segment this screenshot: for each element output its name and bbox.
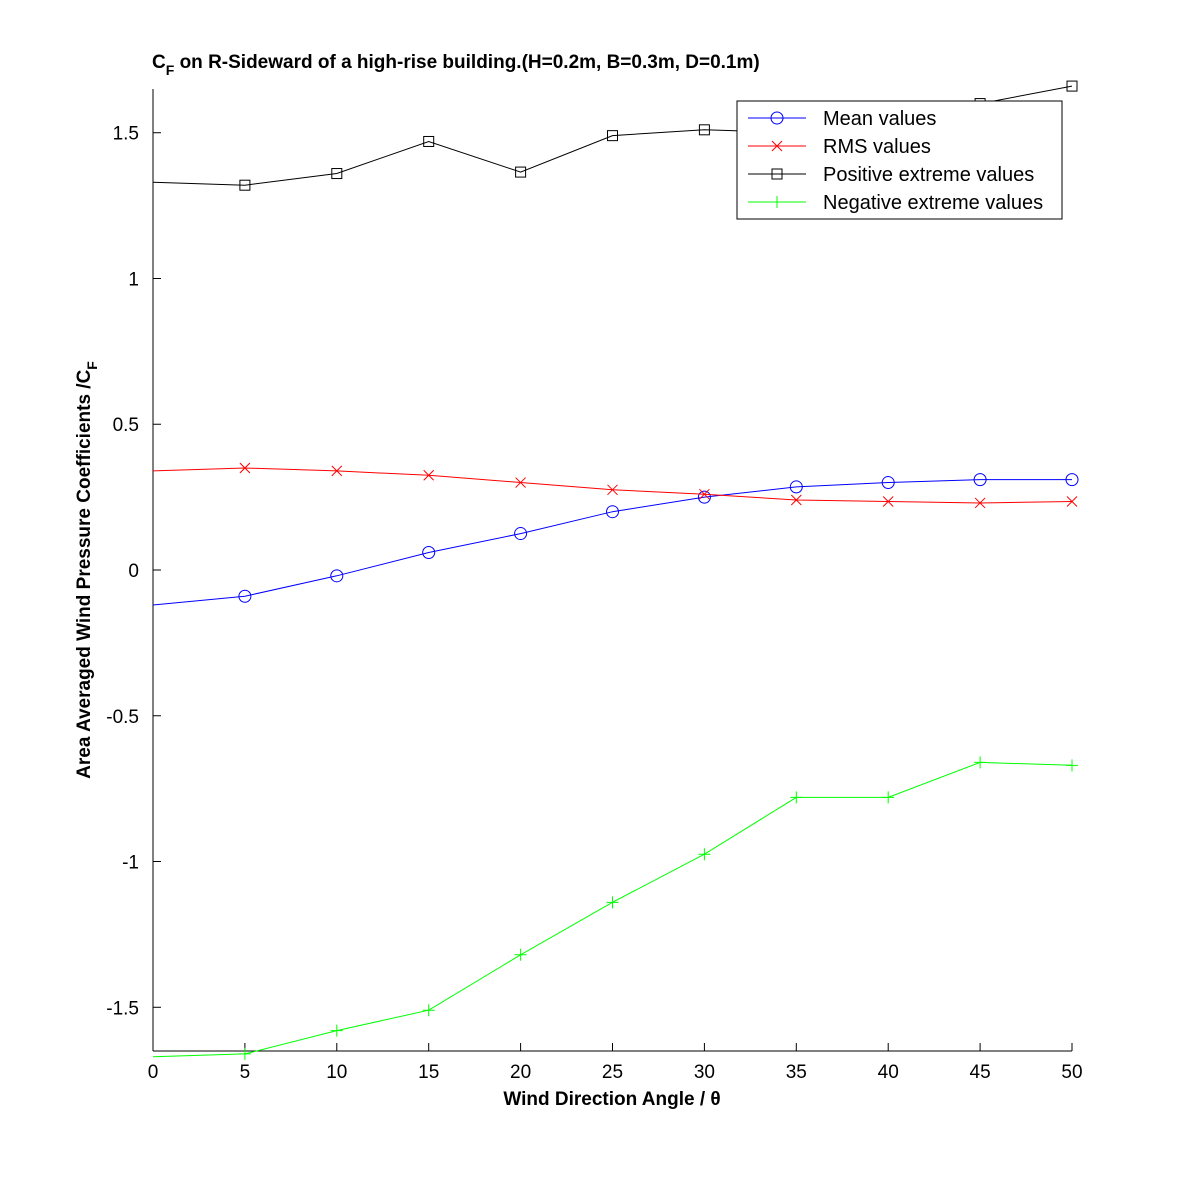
data-point — [607, 484, 618, 496]
data-point — [973, 473, 987, 487]
data-point — [1066, 759, 1078, 772]
x-tick-label: 40 — [878, 1062, 899, 1083]
x-tick-label: 20 — [510, 1062, 531, 1083]
x-tick-label: 50 — [1061, 1062, 1082, 1083]
series-plus-group — [152, 756, 1078, 1060]
x-tick-label: 15 — [418, 1062, 439, 1083]
x-tick-label: 25 — [602, 1062, 623, 1083]
data-point — [331, 168, 343, 180]
data-point — [698, 848, 711, 861]
data-point — [606, 896, 619, 909]
data-point — [331, 465, 343, 477]
legend-label: Positive extreme values — [823, 164, 1034, 186]
legend-marker — [771, 140, 783, 152]
legend-box — [736, 100, 1063, 220]
x-ticks: 0 5 10 15 20 25 30 35 40 45 50 — [148, 1043, 1083, 1083]
data-point — [607, 130, 618, 142]
data-point — [790, 791, 803, 804]
data-point — [790, 494, 802, 506]
data-point — [882, 496, 894, 507]
data-point — [239, 462, 251, 474]
y-axis-label-main: Area Averaged Wind Pressure Coefficients… — [74, 369, 95, 778]
y-tick-label: 1 — [128, 269, 139, 290]
x-tick-label: 0 — [148, 1062, 159, 1083]
y-tick-label: -1 — [122, 853, 139, 874]
data-point — [515, 166, 527, 178]
y-ticks: -1.5 -1 -0.5 0 0.5 1 1.5 — [106, 124, 161, 1019]
data-point — [422, 1004, 435, 1017]
x-axis-label: Wind Direction Angle / θ — [503, 1089, 720, 1110]
legend-marker — [770, 111, 784, 125]
data-point — [974, 756, 987, 769]
data-point — [606, 505, 619, 519]
data-point — [330, 569, 344, 583]
data-point — [699, 488, 710, 500]
legend-entry: RMS values — [748, 136, 931, 158]
chart-title-subscript: F — [166, 62, 175, 78]
x-tick-label: 30 — [694, 1062, 715, 1083]
legend-marker — [771, 168, 783, 180]
legend-label: Mean values — [823, 108, 936, 130]
series-x-group — [152, 462, 1078, 509]
data-point — [974, 497, 986, 509]
data-point — [697, 490, 711, 504]
x-tick-label: 35 — [786, 1062, 807, 1083]
data-point — [881, 476, 895, 490]
y-tick-label: -1.5 — [106, 998, 139, 1019]
legend-label: Negative extreme values — [823, 192, 1043, 214]
legend-entry: Mean values — [748, 108, 936, 130]
data-point — [882, 791, 895, 804]
data-point — [515, 477, 526, 488]
data-point — [514, 527, 528, 541]
y-tick-label: 1.5 — [113, 124, 139, 145]
data-point — [422, 546, 436, 560]
x-tick-label: 10 — [326, 1062, 347, 1083]
y-tick-label: 0.5 — [113, 415, 139, 436]
legend-label: RMS values — [823, 136, 931, 158]
y-axis-label: Area Averaged Wind Pressure Coefficients… — [74, 361, 100, 779]
data-point — [514, 948, 527, 961]
chart-title: CF on R-Sideward of a high-rise building… — [152, 52, 760, 78]
data-point — [423, 135, 435, 147]
y-tick-label: -0.5 — [106, 707, 139, 728]
data-point — [423, 469, 435, 481]
data-point — [239, 179, 251, 191]
x-tick-label: 5 — [240, 1062, 251, 1083]
legend-marker — [771, 196, 783, 208]
series-line — [152, 479, 1072, 606]
x-tick-label: 45 — [970, 1062, 991, 1083]
data-point — [1066, 496, 1078, 507]
data-point — [789, 480, 803, 494]
data-point — [330, 1024, 343, 1037]
data-point — [698, 124, 710, 136]
y-axis-label-subscript: F — [84, 361, 100, 370]
data-point — [238, 1047, 251, 1060]
y-tick-label: 0 — [128, 561, 139, 582]
legend-entry: Negative extreme values — [748, 192, 1043, 214]
data-point — [1065, 473, 1079, 487]
chart-title-main: C — [152, 52, 166, 73]
data-point — [238, 589, 252, 603]
data-point — [1066, 80, 1078, 92]
series-circle-group — [152, 473, 1079, 606]
legend-entry: Positive extreme values — [748, 164, 1034, 186]
chart-title-rest: on R-Sideward of a high-rise building.(H… — [174, 52, 759, 73]
legend: Mean values RMS values Positive extreme va… — [736, 100, 1063, 220]
